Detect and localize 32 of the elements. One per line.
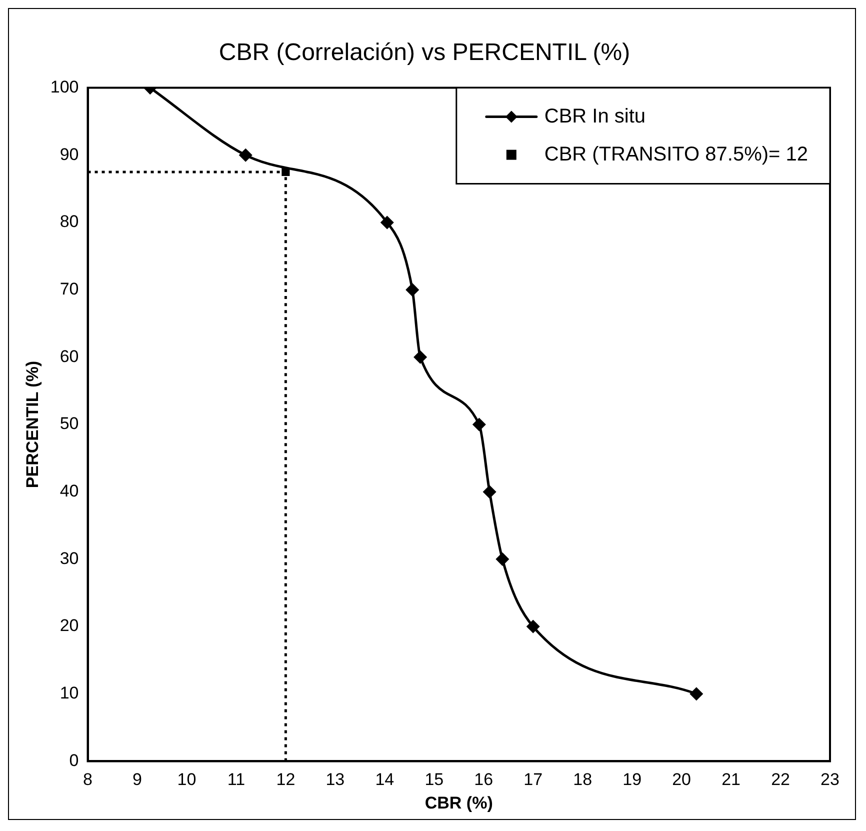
y-tick-label: 50 — [60, 414, 79, 434]
x-tick-label: 20 — [672, 770, 692, 790]
x-tick-label: 15 — [424, 770, 444, 790]
x-tick-label: 12 — [276, 770, 296, 790]
y-tick-label: 10 — [60, 684, 79, 703]
x-tick-label: 13 — [326, 770, 345, 790]
y-axis-title: PERCENTIL (%) — [22, 360, 42, 488]
x-tick-label: 11 — [227, 770, 246, 790]
x-tick-label: 16 — [474, 770, 494, 790]
legend-label: CBR (TRANSITO 87.5%)= 12 — [544, 143, 808, 166]
x-tick-label: 9 — [132, 770, 142, 790]
x-tick-label: 23 — [820, 770, 840, 790]
y-tick-label: 0 — [69, 750, 79, 770]
x-tick-label: 17 — [524, 770, 543, 790]
y-tick-label: 30 — [60, 548, 79, 568]
y-tick-label: 80 — [60, 212, 79, 232]
chart-title: CBR (Correlación) vs PERCENTIL (%) — [218, 39, 630, 66]
y-tick-label: 60 — [60, 346, 79, 366]
y-tick-label: 20 — [60, 616, 79, 636]
x-tick-label: 21 — [722, 770, 740, 790]
x-tick-label: 8 — [83, 770, 92, 790]
y-tick-label: 90 — [60, 144, 79, 164]
y-tick-label: 70 — [60, 280, 79, 299]
y-tick-label: 100 — [50, 77, 79, 96]
x-axis-title: CBR (%) — [424, 793, 493, 812]
x-tick-label: 10 — [177, 770, 196, 790]
y-tick-label: 40 — [60, 482, 79, 501]
x-tick-label: 14 — [375, 770, 394, 790]
x-tick-label: 22 — [771, 770, 790, 790]
x-tick-label: 18 — [573, 770, 592, 790]
x-tick-label: 19 — [622, 770, 642, 790]
legend-label: CBR In situ — [544, 105, 646, 128]
